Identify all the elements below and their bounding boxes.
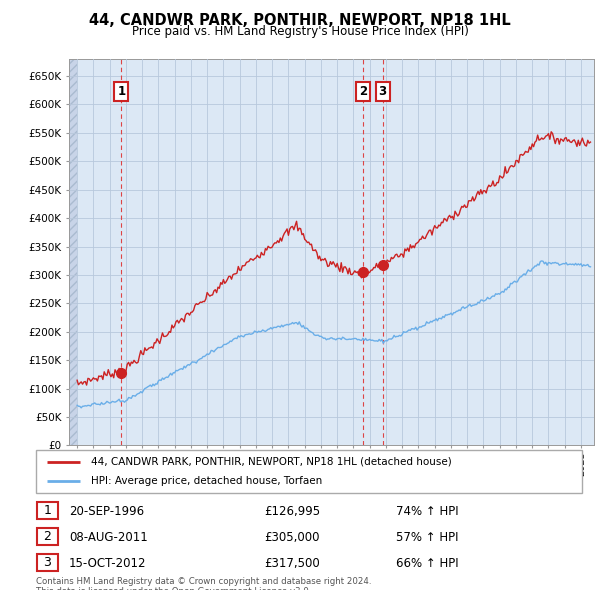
Bar	[69, 59, 77, 445]
FancyBboxPatch shape	[37, 555, 58, 571]
Text: 15-OCT-2012: 15-OCT-2012	[69, 557, 146, 570]
Text: 2: 2	[43, 530, 52, 543]
Text: 2: 2	[359, 86, 367, 99]
FancyBboxPatch shape	[37, 529, 58, 545]
Text: 66% ↑ HPI: 66% ↑ HPI	[396, 557, 458, 570]
Text: Contains HM Land Registry data © Crown copyright and database right 2024.
This d: Contains HM Land Registry data © Crown c…	[36, 577, 371, 590]
FancyBboxPatch shape	[37, 503, 58, 519]
Text: £317,500: £317,500	[264, 557, 320, 570]
Text: 3: 3	[43, 556, 52, 569]
Text: 1: 1	[117, 86, 125, 99]
Text: 1: 1	[43, 504, 52, 517]
Text: 3: 3	[379, 86, 386, 99]
Text: 20-SEP-1996: 20-SEP-1996	[69, 505, 144, 518]
Text: 08-AUG-2011: 08-AUG-2011	[69, 531, 148, 544]
Text: £305,000: £305,000	[264, 531, 320, 544]
Text: 44, CANDWR PARK, PONTHIR, NEWPORT, NP18 1HL: 44, CANDWR PARK, PONTHIR, NEWPORT, NP18 …	[89, 13, 511, 28]
Text: HPI: Average price, detached house, Torfaen: HPI: Average price, detached house, Torf…	[91, 476, 322, 486]
FancyBboxPatch shape	[36, 450, 582, 493]
Text: 74% ↑ HPI: 74% ↑ HPI	[396, 505, 458, 518]
Text: £126,995: £126,995	[264, 505, 320, 518]
Text: 57% ↑ HPI: 57% ↑ HPI	[396, 531, 458, 544]
Text: Price paid vs. HM Land Registry's House Price Index (HPI): Price paid vs. HM Land Registry's House …	[131, 25, 469, 38]
Text: 44, CANDWR PARK, PONTHIR, NEWPORT, NP18 1HL (detached house): 44, CANDWR PARK, PONTHIR, NEWPORT, NP18 …	[91, 457, 451, 467]
